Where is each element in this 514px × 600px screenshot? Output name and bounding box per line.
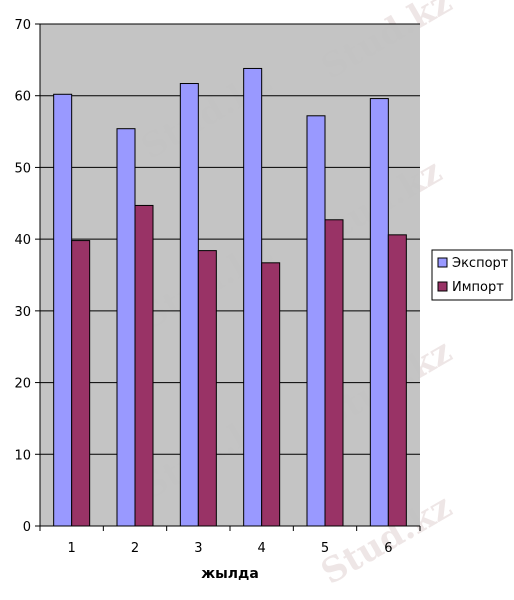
legend-label-Импорт: Импорт	[452, 280, 504, 295]
x-axis-ticks: 1 2 3 4 5 6	[39, 526, 421, 556]
y-tick-label: 10	[14, 448, 31, 463]
x-tick-label: 2	[131, 541, 139, 556]
y-tick-label: 0	[23, 520, 31, 535]
y-tick-label: 60	[14, 90, 31, 105]
bar-Импорт-1	[71, 240, 91, 527]
bar-Импорт-3	[197, 250, 217, 527]
bar-Импорт-4	[261, 262, 281, 527]
gridlines	[40, 23, 420, 455]
y-tick-label: 50	[14, 161, 31, 176]
x-tick-label: 1	[68, 541, 76, 556]
x-tick-label: 5	[321, 541, 329, 556]
x-tick-label: 3	[194, 541, 202, 556]
bar-Импорт-2	[134, 204, 154, 527]
legend-swatch-Импорт	[437, 281, 448, 292]
y-tick-label: 40	[14, 233, 31, 248]
bar-Экспорт-6	[369, 98, 389, 527]
x-tick-label: 4	[258, 541, 266, 556]
y-tick-label: 70	[14, 18, 31, 33]
legend: Экспорт Импорт	[431, 249, 513, 301]
plot-area	[40, 24, 420, 526]
bar-Экспорт-5	[306, 115, 326, 527]
bar-Импорт-6	[387, 234, 407, 527]
bar-Экспорт-4	[243, 67, 263, 527]
legend-label-Экспорт: Экспорт	[452, 256, 509, 271]
y-tick-label: 20	[14, 377, 31, 392]
x-tick-label: 6	[384, 541, 392, 556]
legend-swatch-Экспорт	[437, 257, 448, 268]
x-axis-label: жылда	[201, 566, 259, 582]
bars	[53, 67, 407, 527]
bar-Экспорт-3	[179, 83, 199, 527]
bar-Импорт-5	[324, 219, 344, 527]
bar-Экспорт-2	[116, 128, 136, 527]
y-tick-label: 30	[14, 305, 31, 320]
bar-Экспорт-1	[53, 93, 73, 527]
y-axis-ticks: 0 10 20 30 40 50 60 70	[14, 18, 40, 535]
